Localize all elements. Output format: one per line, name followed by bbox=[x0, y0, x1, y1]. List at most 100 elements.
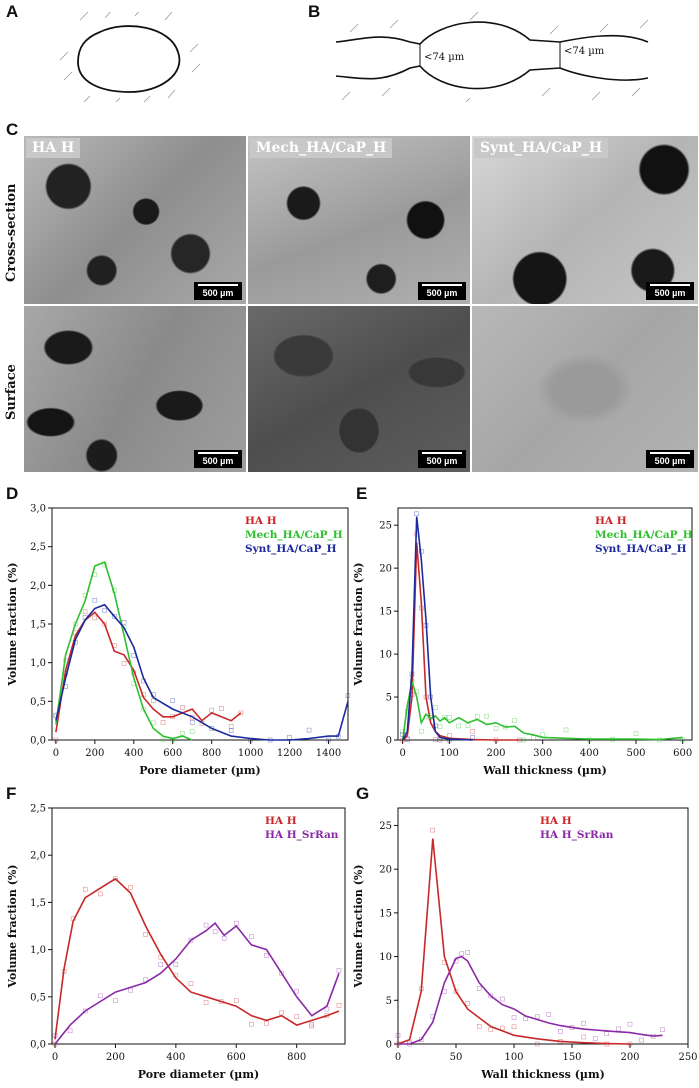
data-point bbox=[131, 681, 137, 686]
data-point bbox=[306, 727, 312, 733]
sem-cross-section-mech: Mech_HA/CaP_H 500 µm bbox=[248, 136, 470, 304]
data-point bbox=[63, 684, 68, 689]
panel-label-c: C bbox=[6, 120, 19, 139]
plot-frame bbox=[397, 807, 689, 1045]
data-point bbox=[558, 1029, 563, 1034]
data-point bbox=[228, 728, 234, 733]
data-point bbox=[121, 661, 127, 666]
data-point bbox=[447, 737, 452, 743]
data-point bbox=[170, 714, 175, 720]
data-point bbox=[102, 621, 107, 627]
x-tick-label: 200 bbox=[486, 748, 505, 759]
data-point bbox=[143, 932, 148, 937]
data-point bbox=[188, 937, 194, 943]
data-point bbox=[238, 710, 244, 716]
sem-label-ha-h: HA H bbox=[26, 138, 81, 158]
data-point bbox=[180, 731, 185, 736]
data-point bbox=[534, 1041, 540, 1047]
y-tick-label: 0 bbox=[386, 1040, 392, 1051]
chart-f: 0 200 400 600 800 0,0 0,5 1,0 1,5 2,0 2,5 Pore diam… bbox=[6, 804, 346, 1081]
panel-label-a: A bbox=[6, 2, 19, 21]
x-tick-label: 0 bbox=[53, 748, 59, 759]
data-point bbox=[465, 950, 470, 955]
data-point bbox=[419, 548, 424, 554]
data-point bbox=[470, 734, 475, 740]
data-point bbox=[188, 981, 194, 986]
x-tick-label: 50 bbox=[450, 1052, 463, 1063]
data-point bbox=[219, 706, 224, 711]
series-line-green bbox=[401, 681, 683, 741]
data-point bbox=[488, 1027, 494, 1032]
data-point bbox=[430, 827, 436, 833]
x-tick-label: 400 bbox=[124, 748, 143, 759]
x-tick-label: 200 bbox=[85, 748, 104, 759]
x-tick-label: 0 bbox=[395, 1052, 401, 1063]
data-point bbox=[102, 607, 107, 613]
data-point bbox=[92, 597, 98, 603]
y-tick-label: 5 bbox=[386, 996, 392, 1007]
data-point bbox=[428, 694, 433, 700]
plot-frame bbox=[51, 807, 346, 1045]
data-point bbox=[234, 920, 239, 926]
data-point bbox=[248, 737, 253, 743]
data-point bbox=[581, 1034, 586, 1040]
data-point bbox=[405, 737, 410, 743]
y-tick-label: 0 bbox=[386, 736, 392, 747]
y-tick-label: 2,5 bbox=[30, 804, 46, 815]
data-point bbox=[604, 1041, 610, 1047]
data-point bbox=[470, 728, 475, 734]
data-point bbox=[657, 737, 662, 743]
panel-label-b: B bbox=[308, 2, 321, 21]
data-point bbox=[92, 615, 98, 621]
data-point bbox=[442, 715, 447, 720]
data-point bbox=[98, 891, 103, 897]
data-point bbox=[465, 1001, 470, 1006]
data-point bbox=[209, 726, 214, 731]
data-point bbox=[433, 737, 438, 743]
data-point bbox=[52, 1033, 58, 1038]
data-point bbox=[53, 712, 59, 718]
data-point bbox=[453, 989, 459, 994]
data-point bbox=[221, 936, 227, 941]
y-tick-label: 25 bbox=[379, 521, 392, 532]
y-tick-label: 0,5 bbox=[30, 992, 46, 1003]
data-point bbox=[511, 1015, 517, 1020]
series-line-red bbox=[54, 877, 340, 1040]
data-point bbox=[546, 1012, 552, 1017]
scale-bar: 500 µm bbox=[646, 282, 694, 300]
data-point bbox=[309, 1021, 315, 1027]
y-tick-label: 0,0 bbox=[30, 736, 46, 747]
x-tick-label: 1200 bbox=[277, 748, 302, 759]
data-point bbox=[442, 960, 447, 965]
sem-surface-mech: 500 µm bbox=[248, 306, 470, 472]
legend-entry: Mech_HA/CaP_H bbox=[595, 529, 693, 542]
data-point bbox=[511, 1024, 517, 1030]
data-point bbox=[173, 972, 179, 978]
data-point bbox=[660, 1027, 665, 1032]
data-point bbox=[324, 1006, 330, 1012]
data-point bbox=[141, 706, 146, 712]
data-point bbox=[395, 1033, 401, 1038]
data-point bbox=[447, 714, 452, 720]
x-tick-label: 200 bbox=[620, 1052, 639, 1063]
x-tick-label: 800 bbox=[202, 748, 221, 759]
data-point bbox=[500, 1025, 505, 1031]
legend-entry: HA H_SrRan bbox=[540, 829, 614, 842]
data-point bbox=[414, 689, 419, 694]
data-point bbox=[456, 723, 461, 729]
series-line-purple bbox=[54, 922, 340, 1045]
data-point bbox=[437, 737, 443, 743]
y-tick-label: 1,0 bbox=[30, 945, 46, 956]
data-point bbox=[264, 953, 269, 958]
y-tick-label: 2,0 bbox=[30, 581, 46, 592]
y-tick-label: 10 bbox=[379, 650, 392, 661]
data-point bbox=[500, 996, 505, 1002]
x-tick-label: 100 bbox=[440, 748, 459, 759]
data-point bbox=[203, 922, 209, 928]
data-point bbox=[453, 958, 459, 964]
data-point bbox=[128, 885, 133, 890]
data-point bbox=[63, 658, 68, 663]
data-point bbox=[151, 720, 156, 726]
data-point bbox=[249, 1021, 254, 1027]
data-point bbox=[534, 1014, 540, 1019]
